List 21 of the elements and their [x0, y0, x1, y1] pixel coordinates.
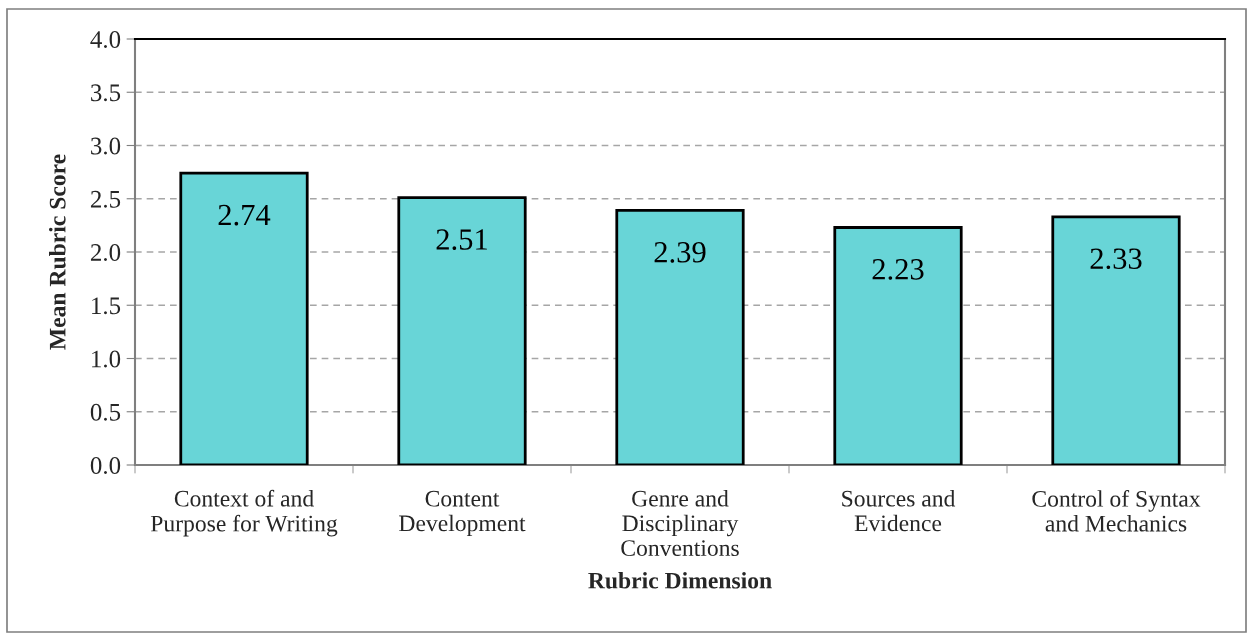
data-label: 2.23 — [872, 259, 924, 280]
data-label: 2.39 — [654, 242, 706, 263]
y-tick-label: 1.5 — [92, 297, 121, 315]
y-tick-label: 2.5 — [90, 190, 121, 208]
y-tick-label: 1.0 — [92, 350, 121, 368]
x-tick-label: Sources and Evidence — [842, 490, 956, 532]
x-axis-title: Rubric Dimension — [588, 571, 772, 589]
x-tick-label: Context of and Purpose for Writing — [150, 489, 338, 537]
y-axis-title: Mean Rubric Score — [49, 154, 66, 350]
x-tick-label: Genre and Disciplinary Conventions — [621, 490, 739, 557]
x-tick-label: Content Development — [399, 490, 526, 537]
x-tick-label: Control of Syntax and Mechanics — [1032, 490, 1201, 532]
data-label: 2.74 — [218, 204, 271, 226]
data-label: 2.51 — [436, 229, 487, 250]
y-tick-label: 2.0 — [90, 244, 121, 262]
y-tick-label: 3.5 — [91, 84, 121, 102]
y-tick-label: 0.0 — [90, 457, 121, 475]
data-label: 2.33 — [1090, 248, 1142, 270]
y-tick-label: 4.0 — [90, 31, 121, 49]
y-tick-label: 3.0 — [91, 137, 121, 155]
y-tick-label: 0.5 — [90, 403, 121, 421]
